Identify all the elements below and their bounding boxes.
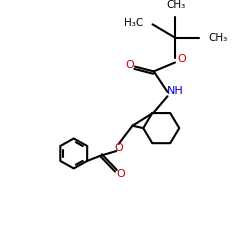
- Text: O: O: [114, 143, 123, 153]
- Text: NH: NH: [167, 86, 184, 96]
- Text: O: O: [125, 60, 134, 70]
- Text: CH₃: CH₃: [208, 32, 228, 42]
- Text: CH₃: CH₃: [166, 0, 186, 10]
- Text: O: O: [116, 169, 125, 179]
- Text: H₃C: H₃C: [124, 18, 143, 28]
- Text: O: O: [177, 54, 186, 64]
